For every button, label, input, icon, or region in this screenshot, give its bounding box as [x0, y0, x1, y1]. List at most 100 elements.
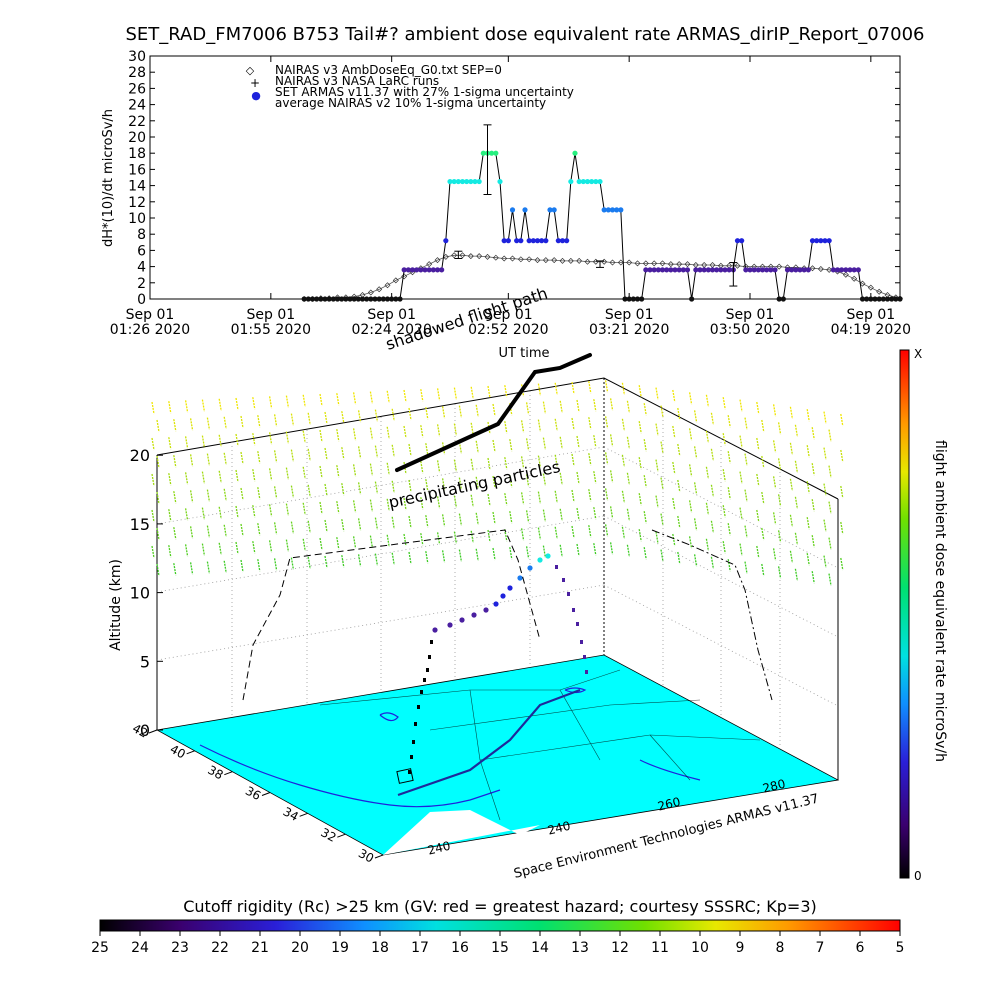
particle-streak [436, 460, 441, 473]
track-point-descent [555, 565, 558, 569]
particle-streak [285, 539, 290, 552]
particle-streak [828, 501, 832, 514]
particle-streak [156, 455, 160, 469]
x-tick-label-date: Sep 01 [367, 307, 416, 323]
armas-point [534, 238, 541, 244]
particle-streak [542, 545, 547, 558]
track-point-cruise [471, 612, 477, 618]
particle-streak [823, 411, 827, 424]
nairas-point [459, 252, 466, 259]
armas-point [889, 296, 895, 302]
particle-streak [643, 511, 647, 524]
armas-point [476, 178, 482, 185]
particle-streak [840, 557, 844, 571]
particle-streak [206, 525, 211, 538]
particle-streak [156, 527, 160, 541]
particle-streak [184, 436, 189, 449]
armas-point [751, 267, 757, 273]
particle-streak [806, 481, 810, 494]
particle-streak [285, 503, 290, 516]
particle-streak [638, 529, 642, 542]
cutoff-tick-label: 18 [371, 940, 389, 956]
armas-point [343, 296, 349, 302]
nairas-point [626, 259, 633, 266]
armas-point [605, 207, 611, 213]
nairas-point [492, 254, 499, 261]
armas-point [305, 296, 311, 302]
particle-streak [504, 421, 508, 434]
dose-colorbar-label: flight ambient dose equivalent rate micr… [932, 440, 948, 762]
particle-streak [571, 381, 575, 395]
particle-streak [386, 534, 390, 547]
armas-point [768, 267, 774, 273]
particle-streak [184, 544, 189, 557]
armas-point [401, 267, 407, 273]
particle-streak [268, 396, 273, 409]
nairas-point [401, 273, 408, 280]
armas-point [414, 267, 420, 273]
particle-streak [369, 535, 374, 548]
particle-streak [302, 430, 306, 443]
particle-streak [777, 458, 782, 471]
armas-point [468, 178, 474, 185]
particle-streak [374, 553, 379, 566]
armas-point [380, 296, 386, 302]
particle-streak [324, 411, 328, 425]
nairas-point [467, 253, 474, 260]
armas-point [547, 207, 553, 213]
particle-streak [173, 491, 177, 504]
armas-point [559, 238, 566, 244]
nairas-point [476, 253, 483, 260]
shadow-flight-path-top [395, 353, 592, 472]
armas-point [409, 267, 416, 273]
particle-streak [369, 499, 374, 512]
particle-streak [201, 435, 206, 448]
particle-streak [252, 397, 256, 410]
armas-point [393, 296, 399, 302]
armas-point [759, 267, 766, 273]
nairas-point [559, 257, 566, 264]
particle-streak [223, 560, 227, 573]
track-point-climb [417, 705, 420, 709]
armas-point [743, 267, 749, 273]
particle-streak [672, 461, 676, 475]
particle-streak [823, 447, 827, 460]
particle-streak [420, 425, 424, 438]
armas-point [359, 296, 366, 302]
particle-streak [408, 407, 412, 421]
armas-series [301, 150, 903, 302]
track-point-cruise [493, 601, 499, 607]
latitude-tick-label: 32 [318, 825, 338, 845]
particle-streak [369, 391, 374, 404]
cutoff-tick-label: 12 [611, 940, 629, 956]
armas-point [501, 238, 507, 244]
particle-streak [520, 492, 525, 505]
particle-streak [425, 443, 429, 456]
particle-streak [189, 526, 194, 539]
particle-streak [806, 409, 810, 422]
particle-streak [509, 547, 513, 560]
particle-streak [319, 501, 323, 515]
particle-streak [341, 411, 345, 424]
armas-point [480, 150, 486, 156]
armas-point [339, 296, 345, 302]
armas-point [851, 267, 857, 273]
armas-point [505, 238, 511, 244]
particle-streak [660, 549, 664, 562]
particle-streak [441, 478, 446, 491]
particle-streak [772, 548, 777, 561]
longitude-ticks: 240 240 260 280 [426, 777, 787, 858]
particle-streak [391, 444, 395, 457]
armas-point [576, 178, 582, 185]
particle-streak [542, 401, 547, 414]
particle-streak [357, 554, 362, 567]
particle-streak [257, 523, 261, 536]
particle-streak [621, 418, 626, 431]
particle-streak [525, 402, 530, 415]
particle-streak [290, 557, 295, 570]
particle-streak [201, 507, 206, 520]
particle-streak [761, 527, 765, 541]
particle-streak [588, 525, 592, 538]
track-point-cruise [527, 565, 533, 571]
armas-point [826, 238, 832, 244]
